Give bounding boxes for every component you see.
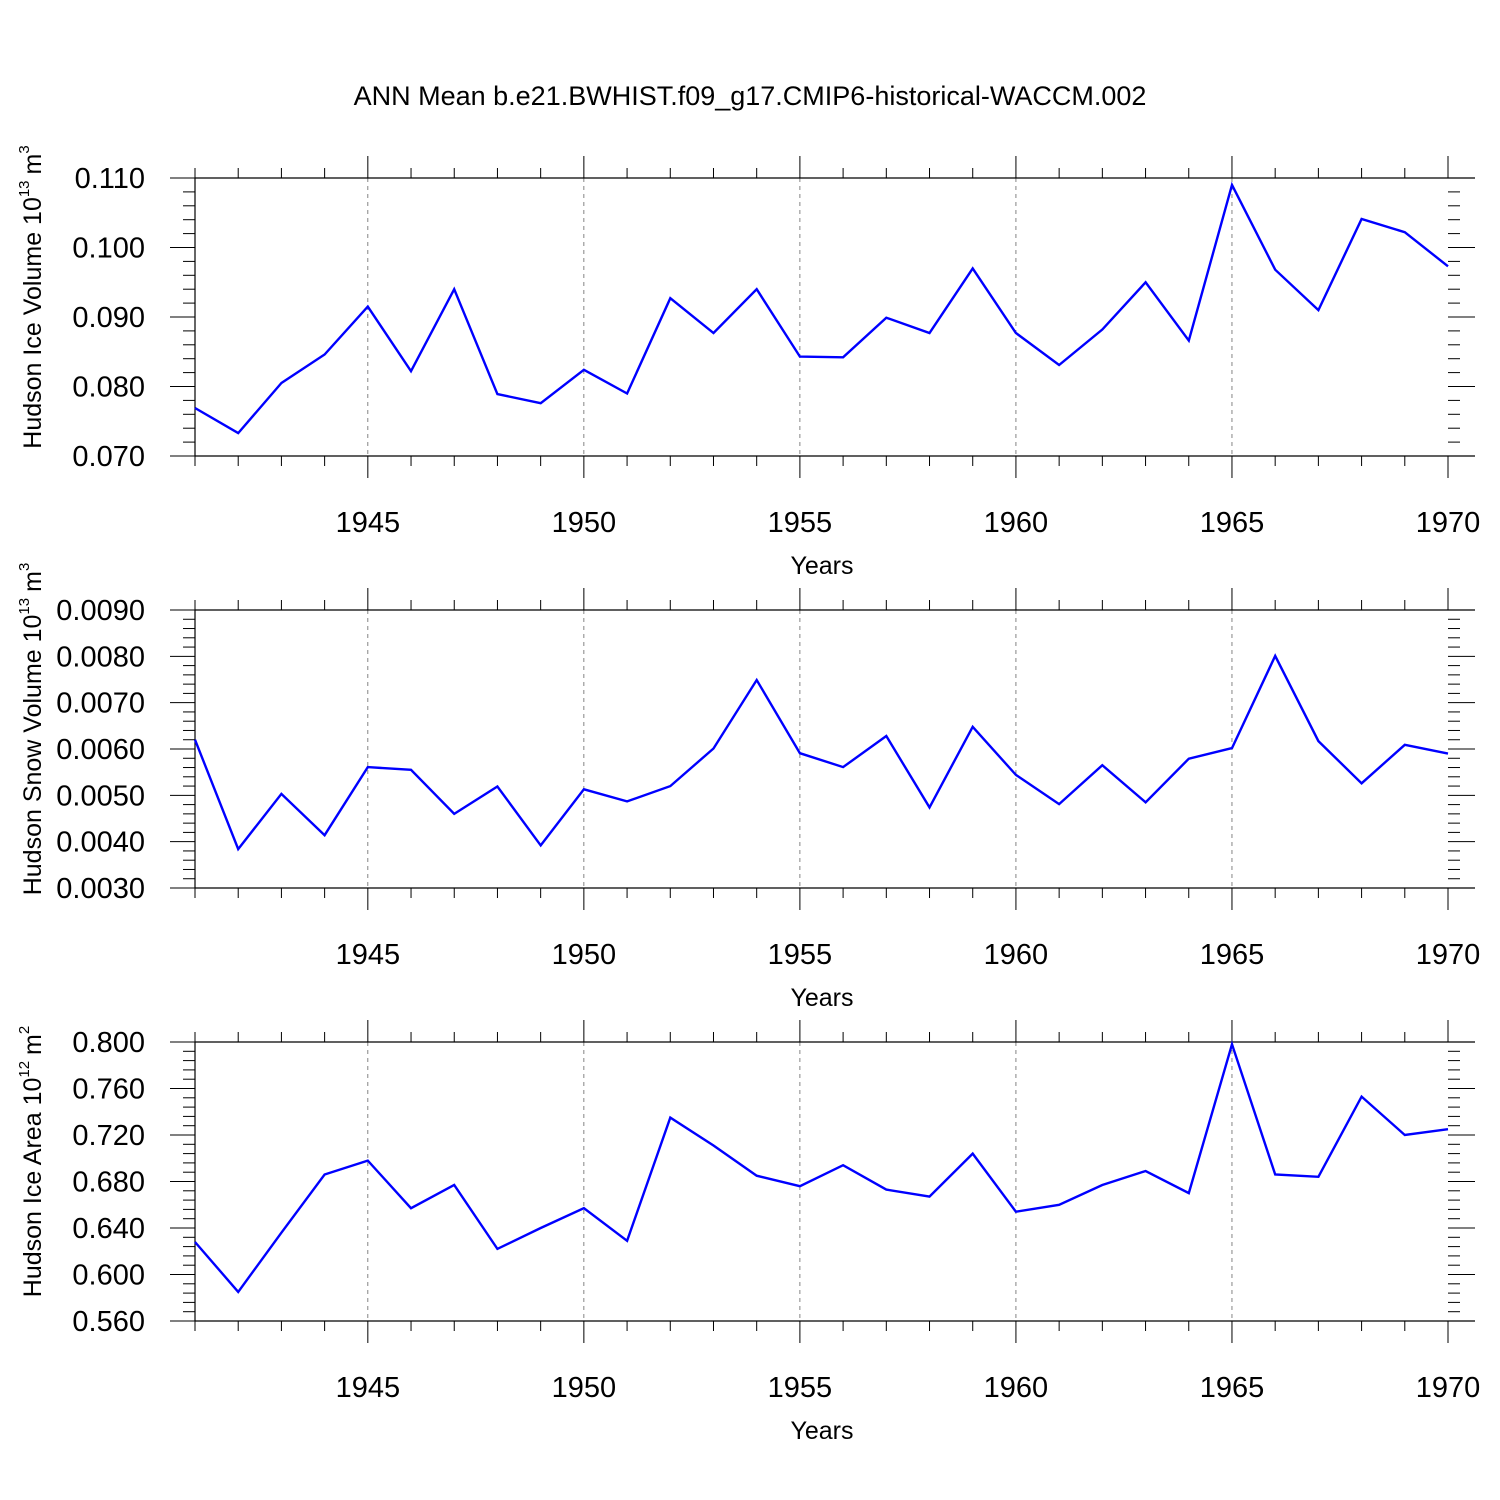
y-tick-label: 0.560: [72, 1306, 145, 1338]
x-tick-label: 1970: [1416, 939, 1481, 971]
y-axis-label-unit-exponent: 3: [16, 145, 33, 153]
y-axis-label-unit-exponent: 2: [16, 1026, 33, 1034]
x-tick-label: 1960: [984, 939, 1049, 971]
y-tick-label: 0.090: [72, 302, 145, 334]
x-axis-label: Years: [790, 552, 853, 580]
y-axis-label-unit: m: [19, 571, 47, 592]
series-line: [194, 1040, 1449, 1294]
x-tick-label: 1950: [552, 939, 617, 971]
series-line: [194, 181, 1449, 435]
x-axis-label: Years: [790, 1417, 853, 1445]
y-tick-label: 0.0080: [56, 641, 145, 673]
x-tick-label: 1965: [1200, 507, 1265, 539]
y-axis-label: Hudson Snow Volume 1013 m3: [16, 563, 47, 896]
x-tick-label: 1970: [1416, 1372, 1481, 1404]
y-tick-label: 0.680: [72, 1167, 145, 1199]
x-tick-label: 1950: [552, 1372, 617, 1404]
y-axis-label-unit: m: [19, 1034, 47, 1055]
y-tick-label: 0.0060: [56, 734, 145, 766]
y-tick-label: 0.0070: [56, 688, 145, 720]
x-tick-label: 1945: [336, 507, 401, 539]
x-tick-label: 1955: [768, 1372, 833, 1404]
x-axis-label: Years: [790, 984, 853, 1012]
x-tick-label: 1955: [768, 939, 833, 971]
x-tick-label: 1945: [336, 1372, 401, 1404]
y-axis-label: Hudson Ice Area 1012 m2: [16, 1026, 47, 1297]
ice-area-panel: 1945 1950 1955 1960 1965 1970 0.560 0.600 0.640 0…: [16, 1020, 1480, 1445]
x-tick-label: 1950: [552, 507, 617, 539]
figure-title: ANN Mean b.e21.BWHIST.f09_g17.CMIP6-hist…: [354, 81, 1147, 111]
y-tick-label: 0.760: [72, 1074, 145, 1106]
y-tick-label: 0.0030: [56, 873, 145, 905]
y-tick-label: 0.720: [72, 1120, 145, 1152]
y-axis-label-exponent: 13: [16, 180, 33, 197]
ice-volume-panel: 1945 1950 1955 1960 1965 1970 0.070 0.080 0.090 0…: [16, 145, 1480, 580]
y-tick-label: 0.600: [72, 1260, 145, 1292]
x-tick-label: 1955: [768, 507, 833, 539]
x-tick-label: 1960: [984, 1372, 1049, 1404]
snow-volume-panel: 1945 1950 1955 1960 1965 1970 0.0030 0.0040 0.00…: [16, 563, 1480, 1012]
y-tick-label: 0.100: [72, 233, 145, 265]
y-tick-label: 0.080: [72, 372, 145, 404]
x-tick-label: 1970: [1416, 507, 1481, 539]
y-axis-label: Hudson Ice Volume 1013 m3: [16, 145, 47, 448]
y-axis-label-main: Hudson Ice Area 10: [19, 1078, 47, 1298]
y-axis-label-main: Hudson Snow Volume 10: [19, 615, 47, 896]
y-axis-label-exponent: 13: [16, 598, 33, 615]
y-tick-label: 0.640: [72, 1213, 145, 1245]
y-axis-label-unit-exponent: 3: [16, 563, 33, 571]
series-line: [193, 653, 1449, 852]
y-axis-label-main: Hudson Ice Volume 10: [19, 197, 47, 449]
y-tick-label: 0.0090: [56, 595, 145, 627]
y-tick-label: 0.800: [72, 1027, 145, 1059]
y-tick-label: 0.110: [75, 163, 145, 195]
y-axis-label-exponent: 12: [16, 1061, 33, 1078]
y-tick-label: 0.070: [72, 441, 145, 473]
y-tick-label: 0.0050: [56, 780, 145, 812]
y-tick-label: 0.0040: [56, 827, 145, 859]
x-tick-label: 1945: [336, 939, 401, 971]
y-axis-label-unit: m: [19, 154, 47, 175]
x-tick-label: 1960: [984, 507, 1049, 539]
x-tick-label: 1965: [1200, 1372, 1265, 1404]
x-tick-label: 1965: [1200, 939, 1265, 971]
